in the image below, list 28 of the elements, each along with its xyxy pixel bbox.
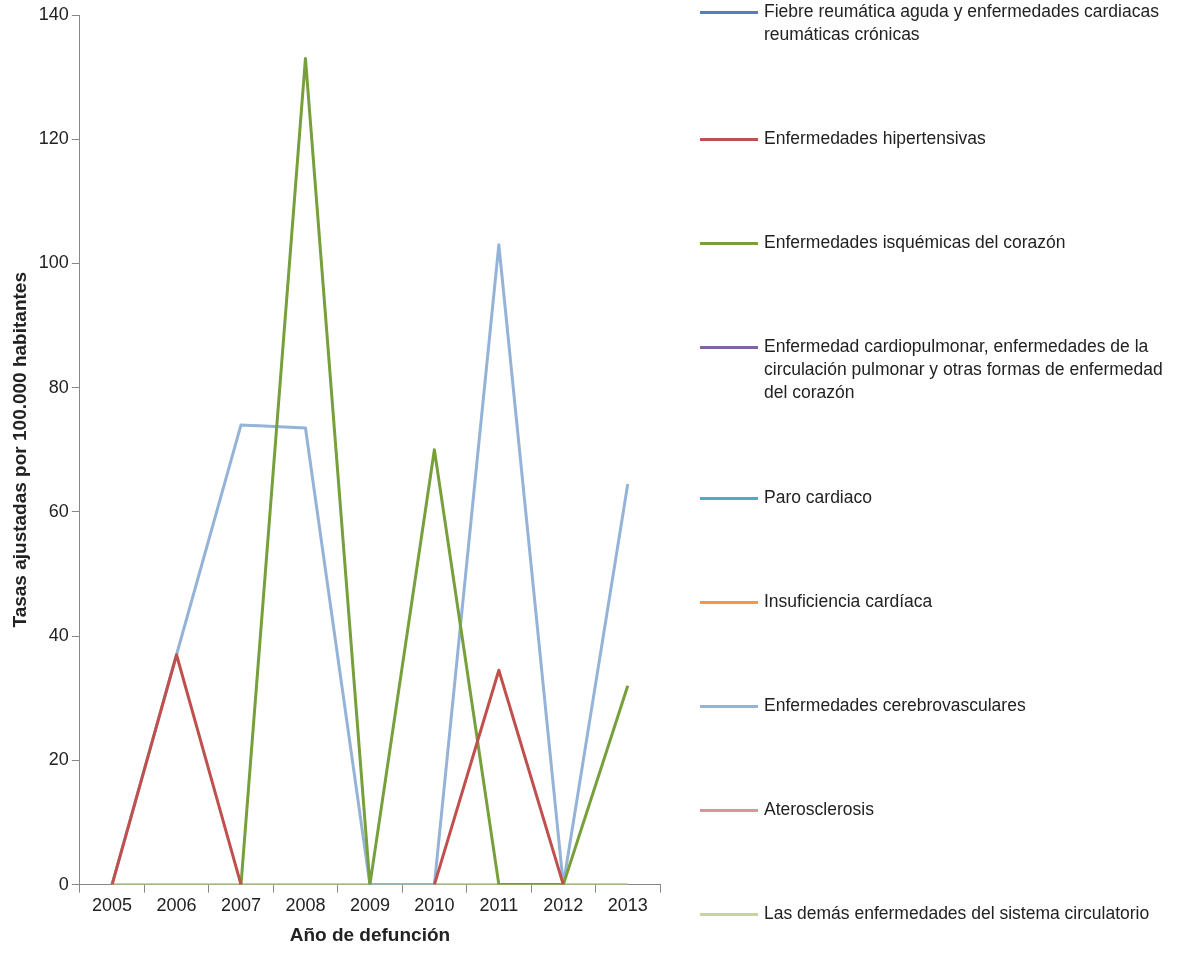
- legend-label: Enfermedad cardiopulmonar, enfermedades de la circulación pulmonar y otras formas de enfermedad del corazón: [764, 335, 1164, 405]
- legend-label: Fiebre reumática aguda y enfermedades cardiacas reumáticas crónicas: [764, 0, 1160, 46]
- x-tick-label: 2005: [92, 895, 133, 916]
- y-tick-label: 60: [48, 500, 69, 521]
- legend-label: Enfermedades hipertensivas: [764, 127, 987, 151]
- y-tick-label: 20: [48, 749, 69, 770]
- y-tick-label: 140: [38, 3, 69, 24]
- x-tick-label: 2010: [414, 895, 455, 916]
- x-tick-label: 2007: [220, 895, 262, 916]
- x-axis-title: Año de defunción: [289, 923, 451, 945]
- y-tick-label: 80: [48, 376, 69, 397]
- legend-label: Aterosclerosis: [764, 797, 875, 821]
- x-tick-label: 2013: [607, 895, 648, 916]
- legend-label: Insuficiencia cardíaca: [764, 589, 934, 613]
- y-tick-label: 100: [38, 252, 69, 273]
- legend-label: Enfermedades cerebrovasculares: [764, 693, 1027, 717]
- legend-label: Las demás enfermedades del sistema circulatorio: [764, 902, 1151, 925]
- y-tick-label: 40: [48, 625, 69, 646]
- legend-label: Enfermedades isquémicas del corazón: [764, 231, 1067, 255]
- x-tick-label: 2006: [156, 895, 197, 916]
- y-tick-label: 0: [58, 873, 69, 894]
- legend-label: Paro cardiaco: [764, 485, 873, 509]
- x-tick-label: 2008: [285, 895, 326, 916]
- x-tick-label: 2009: [349, 895, 390, 916]
- x-tick-label: 2012: [543, 895, 584, 916]
- y-tick-label: 120: [38, 128, 69, 149]
- y-axis-title: Tasas ajustadas por 100.000 habitantes: [8, 272, 30, 628]
- x-tick-label: 2011: [479, 895, 519, 916]
